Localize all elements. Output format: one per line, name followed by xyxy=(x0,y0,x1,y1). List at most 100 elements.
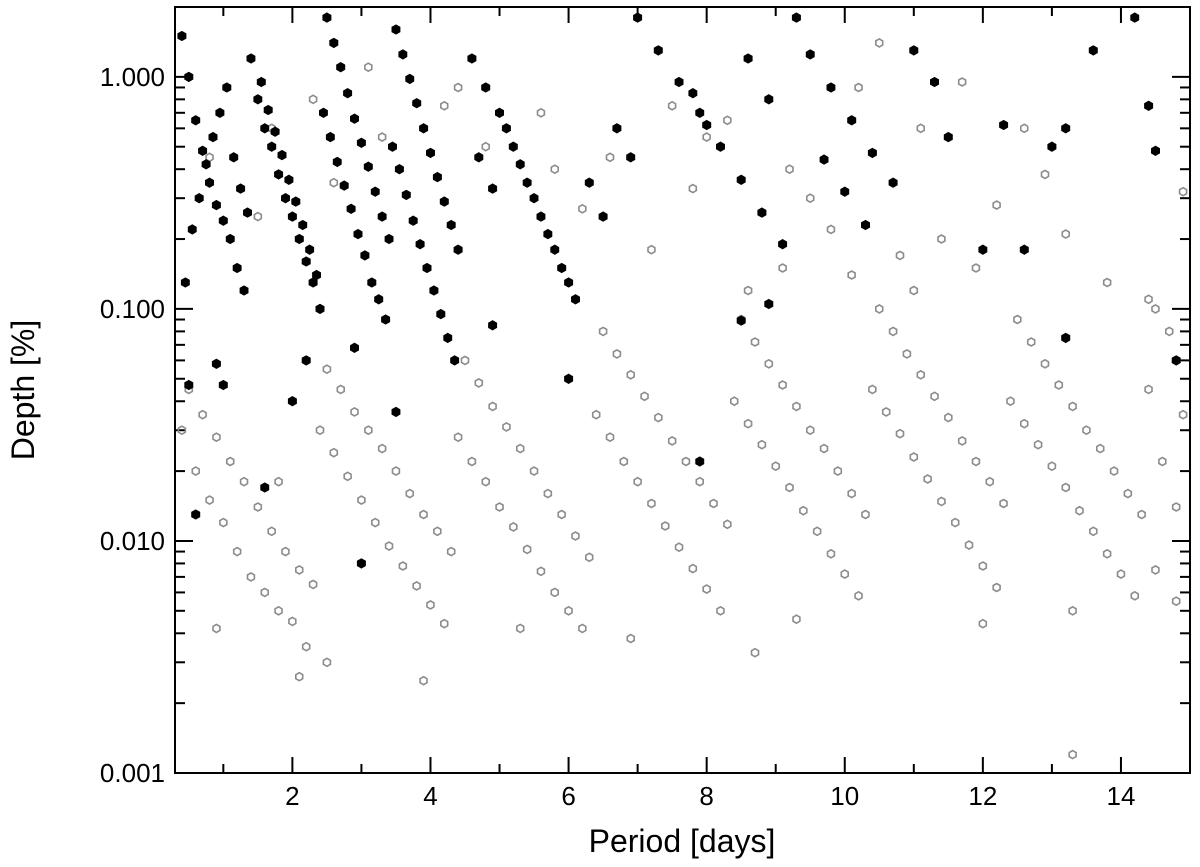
open-data-point xyxy=(426,599,435,610)
open-data-point xyxy=(191,466,200,477)
open-data-point xyxy=(522,544,532,555)
open-data-point xyxy=(226,456,235,467)
open-data-point xyxy=(854,82,863,93)
y-tick-label: 1.000 xyxy=(100,62,165,92)
filled-data-point xyxy=(826,82,836,93)
open-data-point xyxy=(377,443,387,454)
open-data-point xyxy=(212,623,221,634)
filled-data-point xyxy=(236,183,246,194)
open-data-point xyxy=(281,546,290,557)
open-data-point xyxy=(916,369,925,380)
open-data-point xyxy=(1096,443,1105,454)
open-data-point xyxy=(591,409,601,420)
filled-data-point xyxy=(743,53,753,64)
filled-data-point xyxy=(177,30,187,42)
filled-data-point xyxy=(405,73,415,85)
filled-data-point xyxy=(336,62,346,73)
open-data-point xyxy=(1116,569,1126,580)
filled-data-point xyxy=(426,147,435,159)
filled-data-point xyxy=(239,285,249,296)
open-data-point xyxy=(812,526,822,537)
filled-data-point xyxy=(205,177,214,188)
data-points xyxy=(177,12,1188,760)
open-data-point xyxy=(647,498,656,509)
open-data-point xyxy=(384,541,394,552)
open-data-point xyxy=(295,564,304,575)
open-data-point xyxy=(916,123,925,134)
filled-data-point xyxy=(218,379,228,391)
filled-data-point xyxy=(312,269,321,281)
filled-data-point xyxy=(211,199,221,211)
open-data-point xyxy=(267,526,276,537)
filled-data-point xyxy=(319,107,328,118)
open-data-point xyxy=(1040,358,1050,369)
open-data-point xyxy=(944,412,953,423)
filled-data-point xyxy=(598,211,608,222)
open-data-point xyxy=(329,177,339,188)
open-data-point xyxy=(799,505,808,516)
filled-data-point xyxy=(329,37,339,49)
filled-data-point xyxy=(277,149,287,161)
open-data-point xyxy=(398,561,408,571)
filled-data-point xyxy=(229,152,239,163)
open-data-point xyxy=(1054,380,1064,390)
open-data-point xyxy=(605,152,615,163)
open-data-point xyxy=(1137,509,1146,520)
open-data-point xyxy=(405,488,414,499)
open-data-point xyxy=(971,456,981,467)
open-data-point xyxy=(667,435,677,446)
filled-data-point xyxy=(695,107,705,118)
filled-data-point xyxy=(356,137,366,148)
filled-data-point xyxy=(284,174,294,185)
axis-ticks: 2 4 6 8 10 12 14 0.001 0.010 0.100 1.000 xyxy=(100,6,1191,811)
filled-data-point xyxy=(474,152,484,163)
open-data-point xyxy=(495,502,504,512)
open-data-point xyxy=(792,401,801,412)
filled-data-point xyxy=(256,76,266,88)
open-data-point xyxy=(460,355,470,366)
filled-data-point xyxy=(194,193,204,204)
open-data-point xyxy=(502,421,511,432)
open-data-point xyxy=(246,571,256,582)
open-data-point xyxy=(509,521,518,532)
open-data-point xyxy=(1033,439,1043,450)
filled-data-point xyxy=(222,82,232,93)
filled-data-point xyxy=(208,131,218,143)
filled-data-point xyxy=(377,211,387,222)
open-data-point xyxy=(481,141,490,152)
filled-data-point xyxy=(1061,123,1071,134)
open-data-point xyxy=(978,618,988,629)
filled-data-point xyxy=(861,219,870,231)
open-data-point xyxy=(274,605,283,616)
open-data-point xyxy=(688,563,698,574)
filled-data-point xyxy=(260,482,270,493)
open-data-point xyxy=(778,263,787,273)
open-data-point xyxy=(875,303,884,314)
filled-data-point xyxy=(584,177,594,188)
filled-data-point xyxy=(529,193,539,204)
filled-data-point xyxy=(232,262,242,274)
open-data-point xyxy=(833,466,843,477)
filled-data-point xyxy=(436,308,446,320)
open-data-point xyxy=(536,566,546,577)
filled-data-point xyxy=(308,277,318,288)
filled-data-point xyxy=(419,123,429,134)
open-data-point xyxy=(1151,564,1160,575)
open-data-point xyxy=(923,474,932,484)
filled-data-point xyxy=(443,332,453,344)
open-data-point xyxy=(543,488,553,499)
x-tick-label: 10 xyxy=(830,781,859,811)
filled-data-point xyxy=(287,396,297,407)
open-data-point xyxy=(1123,488,1133,499)
open-data-point xyxy=(723,115,732,126)
open-data-point xyxy=(550,164,559,175)
filled-data-point xyxy=(398,49,408,60)
open-data-point xyxy=(881,406,891,417)
filled-data-point xyxy=(353,228,363,240)
open-data-point xyxy=(1151,303,1160,314)
y-tick-label: 0.100 xyxy=(100,294,165,324)
x-tick-label: 2 xyxy=(285,781,299,811)
filled-data-point xyxy=(1151,145,1160,156)
open-data-point xyxy=(909,452,919,462)
